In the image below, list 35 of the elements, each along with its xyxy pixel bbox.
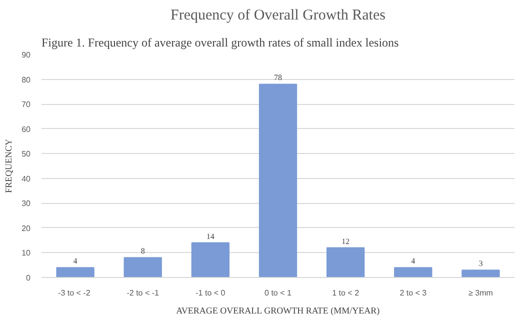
x-tick-label: ≥ 3mm bbox=[468, 288, 494, 298]
bar bbox=[326, 247, 365, 278]
x-tick-label: 2 to < 3 bbox=[400, 288, 428, 298]
data-label: 8 bbox=[140, 246, 145, 256]
data-label: 3 bbox=[478, 259, 483, 268]
x-axis-title: AVERAGE OVERALL GROWTH RATE (MM/YEAR) bbox=[176, 306, 380, 316]
y-tick-label: 40 bbox=[22, 174, 32, 184]
data-label: 4 bbox=[73, 256, 78, 266]
y-tick-label: 80 bbox=[22, 75, 32, 84]
bar bbox=[258, 84, 298, 278]
y-tick-label: 30 bbox=[22, 199, 32, 208]
bar bbox=[394, 267, 432, 278]
x-tick-label: -2 to < -1 bbox=[126, 288, 160, 298]
chart-title: Frequency of Overall Growth Rates bbox=[170, 8, 386, 24]
y-axis-title: FREQUENCY bbox=[4, 138, 14, 193]
y-tick-label: 60 bbox=[22, 124, 32, 134]
bar bbox=[124, 257, 162, 278]
x-tick-label: -3 to < -2 bbox=[58, 288, 91, 298]
bar bbox=[56, 267, 94, 278]
data-label: 4 bbox=[411, 256, 416, 266]
x-tick-label: 1 to < 2 bbox=[332, 288, 360, 298]
y-tick-label: 70 bbox=[22, 100, 32, 110]
bar bbox=[191, 242, 230, 278]
y-tick-label: 20 bbox=[22, 224, 32, 233]
y-tick-label: 50 bbox=[22, 150, 32, 159]
bar bbox=[462, 270, 500, 278]
data-label: 14 bbox=[206, 232, 214, 241]
data-label: 78 bbox=[274, 73, 282, 82]
y-tick-label: 90 bbox=[22, 50, 32, 60]
data-label: 12 bbox=[342, 236, 350, 246]
y-tick-label: 0 bbox=[26, 274, 32, 282]
x-tick-label: 0 to < 1 bbox=[264, 288, 292, 298]
y-tick-label: 10 bbox=[22, 248, 32, 258]
x-tick-label: -1 to < 0 bbox=[196, 288, 226, 298]
caption: Figure 1. Frequency of average overall growth rates of small index lesions bbox=[42, 36, 400, 50]
